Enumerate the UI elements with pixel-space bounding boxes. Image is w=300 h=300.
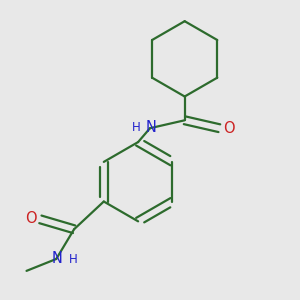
Text: N: N [146,120,156,135]
Text: N: N [52,251,63,266]
Text: O: O [25,211,36,226]
Text: H: H [69,254,77,266]
Text: H: H [132,121,140,134]
Text: O: O [224,121,235,136]
